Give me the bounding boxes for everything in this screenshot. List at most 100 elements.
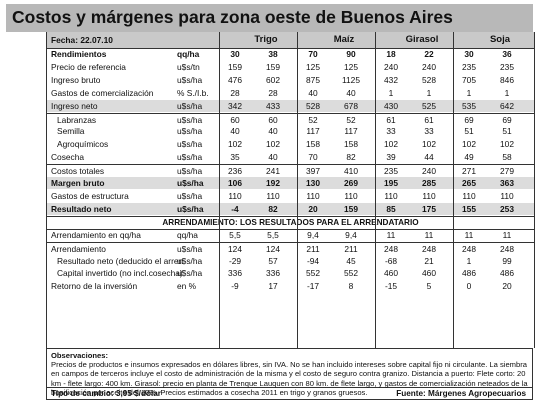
value-cell: 535	[462, 100, 476, 111]
row-unit: % S./I.b.	[177, 87, 209, 98]
value-cell: 285	[422, 178, 436, 188]
value-cell: 90	[346, 49, 356, 59]
crop-header: Soja	[489, 34, 511, 45]
value-cell: 22	[424, 49, 434, 59]
value-cell: 33	[386, 126, 396, 137]
row-unit: u$s/ha	[177, 139, 203, 150]
value-cell: 195	[384, 178, 398, 188]
value-cell: 460	[384, 268, 398, 279]
value-cell: 70	[308, 152, 318, 163]
value-cell: 159	[344, 203, 358, 214]
row-label: Rendimientos	[51, 49, 107, 59]
value-cell: 117	[344, 126, 358, 137]
value-cell: 17	[268, 281, 278, 292]
value-cell: 211	[344, 243, 358, 254]
value-cell: 552	[306, 268, 320, 279]
page-title: Costos y márgenes para zona oeste de Bue…	[12, 7, 453, 27]
value-cell: 57	[268, 255, 278, 266]
cost-margin-table: Fecha: 22.07.10 Trigo Maíz Girasol Soja Ren…	[46, 32, 535, 348]
source: Fuente: Márgenes Agropecuarios	[396, 389, 526, 398]
value-cell: 82	[346, 152, 356, 163]
value-cell: 1	[388, 87, 394, 98]
value-cell: 106	[228, 178, 242, 188]
report-card: Costos y márgenes para zona oeste de Bue…	[6, 4, 535, 400]
value-cell: 69	[502, 114, 512, 125]
value-cell: 642	[500, 100, 514, 111]
row-unit: u$s/ha	[177, 166, 203, 177]
row-label: Costos totales	[51, 166, 105, 177]
value-cell: 1	[466, 87, 472, 98]
value-cell: 1	[466, 255, 472, 266]
value-cell: 0	[466, 281, 472, 292]
row-unit: u$s/ha	[177, 152, 203, 163]
column-divider	[297, 32, 298, 348]
value-cell: 124	[266, 243, 280, 254]
value-cell: 240	[422, 61, 436, 72]
value-cell: 158	[344, 139, 358, 150]
value-cell: 52	[346, 114, 356, 125]
date-label: Fecha: 22.07.10	[51, 35, 113, 45]
value-cell: 52	[308, 114, 318, 125]
value-cell: 35	[230, 152, 240, 163]
value-cell: -68	[384, 255, 398, 266]
row-label: Gastos de estructura	[51, 190, 129, 201]
value-cell: 9,4	[345, 229, 357, 240]
value-cell: 432	[384, 74, 398, 85]
observations: Observaciones: Precios de productos e in…	[46, 348, 533, 397]
row-label: Retorno de la inversión	[51, 281, 138, 292]
value-cell: 40	[308, 87, 318, 98]
value-cell: -9	[231, 281, 239, 292]
value-cell: 11	[386, 229, 396, 240]
row-unit: u$s/ha	[177, 100, 203, 111]
value-cell: 528	[422, 74, 436, 85]
value-cell: 336	[266, 268, 280, 279]
value-cell: 124	[228, 243, 242, 254]
value-cell: 211	[306, 243, 320, 254]
row-unit: u$s/ha	[177, 178, 204, 188]
value-cell: 110	[462, 190, 476, 201]
row-label: Arrendamiento en qq/ha	[51, 229, 141, 240]
value-cell: 248	[384, 243, 398, 254]
value-cell: 397	[306, 166, 320, 177]
value-cell: 11	[502, 229, 512, 240]
value-cell: 240	[422, 166, 436, 177]
value-cell: 11	[424, 229, 434, 240]
observations-text: Precios de productos e insumos expresado…	[51, 360, 528, 397]
value-cell: 102	[266, 139, 280, 150]
value-cell: 110	[266, 190, 280, 201]
value-cell: 5,5	[229, 229, 241, 240]
value-cell: 18	[386, 49, 396, 59]
value-cell: 1	[426, 87, 432, 98]
value-cell: 1	[504, 87, 510, 98]
value-cell: 241	[266, 166, 280, 177]
value-cell: 5,5	[267, 229, 279, 240]
value-cell: 552	[344, 268, 358, 279]
row-unit: en %	[177, 281, 197, 292]
value-cell: 875	[306, 74, 320, 85]
value-cell: 36	[502, 49, 512, 59]
footer: Tipo de cambio: 3,95 $/dólar Fuente: Már…	[46, 388, 533, 400]
row-unit: u$s/ha	[177, 243, 203, 254]
table-row: Arrendamiento u$s/ha 124 124 211 211 248 248 248…	[47, 241, 534, 255]
value-cell: 44	[424, 152, 434, 163]
value-cell: 99	[502, 255, 512, 266]
value-cell: 40	[230, 126, 240, 137]
value-cell: 486	[462, 268, 476, 279]
row-label: Agroquímicos	[57, 139, 109, 150]
left-margin	[6, 32, 46, 400]
value-cell: 410	[344, 166, 358, 177]
value-cell: 248	[422, 243, 436, 254]
table-header: Fecha: 22.07.10 Trigo Maíz Girasol Soja	[47, 32, 534, 49]
column-divider	[375, 32, 376, 348]
value-cell: 58	[502, 152, 512, 163]
row-label: Semilla	[57, 126, 85, 137]
table-row: Gastos de estructura u$s/ha 110 110 110 110 11…	[47, 190, 534, 202]
value-cell: 192	[266, 178, 280, 188]
value-cell: -29	[228, 255, 242, 266]
table-row: Resultado neto (deducido el arrend.) u$s/…	[47, 255, 534, 267]
value-cell: 102	[500, 139, 514, 150]
value-cell: 158	[306, 139, 320, 150]
value-cell: 33	[424, 126, 434, 137]
value-cell: 525	[422, 100, 436, 111]
value-cell: 40	[268, 126, 278, 137]
